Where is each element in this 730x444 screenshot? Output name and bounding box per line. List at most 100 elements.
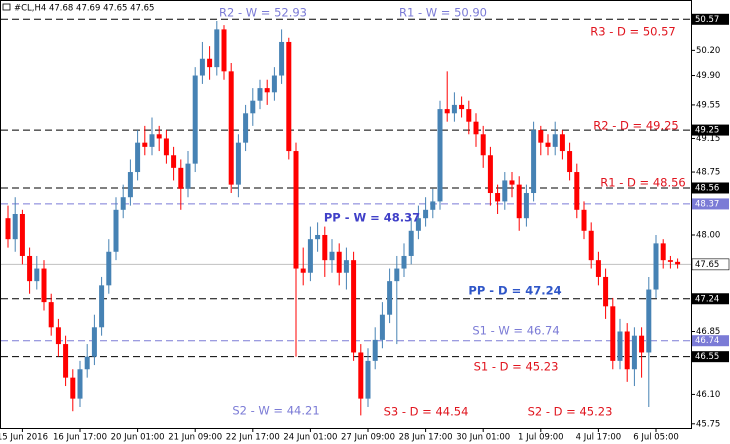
- candle-body: [228, 71, 234, 185]
- candle-body: [257, 88, 263, 101]
- candle-body: [264, 88, 270, 93]
- candle-body: [559, 134, 565, 152]
- candle-body: [552, 134, 558, 147]
- x-tick-label: 24 Jun 01:00: [283, 433, 337, 443]
- price-label-box: [692, 182, 729, 194]
- y-tick-label: 49.15: [696, 134, 720, 144]
- price-label-box: [692, 351, 729, 363]
- candle-body: [221, 29, 227, 72]
- candle-body: [531, 130, 537, 194]
- candle-body: [675, 261, 681, 265]
- candle-body: [329, 251, 335, 261]
- candle-body: [48, 302, 54, 328]
- candle-body: [624, 331, 630, 370]
- x-tick-label: 15 Jun 2016: [0, 433, 48, 443]
- y-tick-label: 45.75: [696, 419, 720, 429]
- candle-body: [444, 109, 450, 114]
- candle-body: [351, 260, 357, 353]
- price-label-box: [692, 198, 729, 210]
- x-tick-label: 22 Jun 17:00: [226, 433, 280, 443]
- candle-body: [178, 167, 184, 189]
- chart-icon: [2, 3, 11, 11]
- price-label: 47.24: [695, 294, 719, 304]
- level-annotation: S2 - D = 45.23: [528, 405, 613, 419]
- candle-body: [466, 109, 472, 122]
- candle-body: [84, 356, 90, 370]
- candle-body: [473, 121, 479, 135]
- candle-body: [343, 260, 349, 273]
- candle-body: [250, 100, 256, 114]
- level-annotation: R2 - W = 52.93: [219, 6, 307, 20]
- level-annotation: R1 - D = 48.56: [600, 176, 686, 190]
- candle-body: [113, 209, 119, 252]
- y-tick-label: 49.55: [696, 100, 720, 110]
- y-tick-label: 46.10: [696, 390, 720, 400]
- candle-body: [509, 180, 515, 185]
- candle-body: [286, 41, 292, 152]
- price-label-box: [692, 13, 729, 25]
- candle-body: [171, 155, 177, 168]
- candle-body: [235, 142, 241, 185]
- candle-body: [358, 352, 364, 399]
- price-label: 48.37: [695, 199, 719, 209]
- candle-body: [523, 193, 529, 219]
- candle-body: [99, 285, 105, 328]
- candle-body: [185, 163, 191, 189]
- candle-body: [617, 331, 623, 361]
- candle-body: [667, 260, 673, 262]
- x-tick-label: 6 Jul 05:00: [633, 433, 679, 443]
- level-annotation: S1 - W = 46.74: [472, 324, 559, 338]
- candle-body: [423, 209, 429, 219]
- candle-body: [77, 369, 83, 399]
- candle-body: [41, 268, 47, 303]
- candle-body: [315, 234, 321, 240]
- candle-body: [430, 201, 436, 210]
- candle-body: [567, 151, 573, 173]
- candle-body: [660, 243, 666, 261]
- candle-body: [19, 214, 25, 256]
- candle-body: [574, 172, 580, 210]
- candle-body: [199, 58, 205, 76]
- candle-body: [163, 138, 169, 156]
- x-tick-label: 20 Jun 01:00: [111, 433, 165, 443]
- x-tick-label: 30 Jun 01:00: [456, 433, 510, 443]
- y-tick-label: 46.85: [696, 327, 720, 337]
- candle-body: [595, 260, 601, 277]
- candle-body: [300, 268, 306, 273]
- price-label: 49.25: [695, 126, 719, 136]
- price-label: 47.65: [695, 260, 719, 270]
- y-tick-label: 48.00: [696, 230, 720, 240]
- candle-body: [307, 239, 313, 273]
- candle-body: [408, 230, 414, 256]
- price-label-box: [692, 293, 729, 305]
- candle-body: [55, 327, 61, 345]
- candle-body: [401, 255, 407, 269]
- candle-body: [279, 41, 285, 76]
- price-label: 46.74: [695, 336, 719, 346]
- candle-body: [214, 29, 220, 68]
- level-annotation: PP - W = 48.37: [324, 211, 420, 225]
- price-label-box: [691, 258, 730, 271]
- x-tick-label: 16 Jun 17:00: [53, 433, 107, 443]
- candle-body: [127, 172, 133, 198]
- candle-body: [487, 155, 493, 194]
- price-label-box: [692, 124, 729, 136]
- level-annotation: R1 - W = 50.90: [399, 6, 487, 20]
- level-annotation: S1 - D = 45.23: [474, 360, 559, 374]
- candle-body: [243, 113, 249, 143]
- candle-body: [336, 251, 342, 273]
- x-tick-label: 1 Jul 09:00: [518, 433, 564, 443]
- candle-body: [437, 109, 443, 202]
- candle-body: [480, 134, 486, 156]
- candle-body: [516, 184, 522, 219]
- level-annotation: PP - D = 47.24: [468, 284, 561, 298]
- candle-body: [459, 104, 465, 110]
- candle-body: [142, 142, 148, 147]
- candle-body: [271, 75, 277, 93]
- candle-body: [495, 193, 501, 202]
- candle-body: [70, 377, 76, 399]
- candle-body: [156, 134, 162, 139]
- price-label: 48.56: [695, 183, 719, 193]
- candle-body: [192, 75, 198, 164]
